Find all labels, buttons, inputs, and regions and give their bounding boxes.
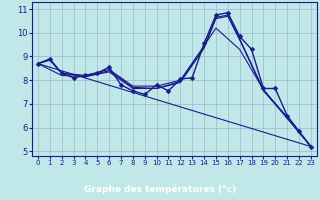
Text: Graphe des températures (°c): Graphe des températures (°c) [84,185,236,194]
